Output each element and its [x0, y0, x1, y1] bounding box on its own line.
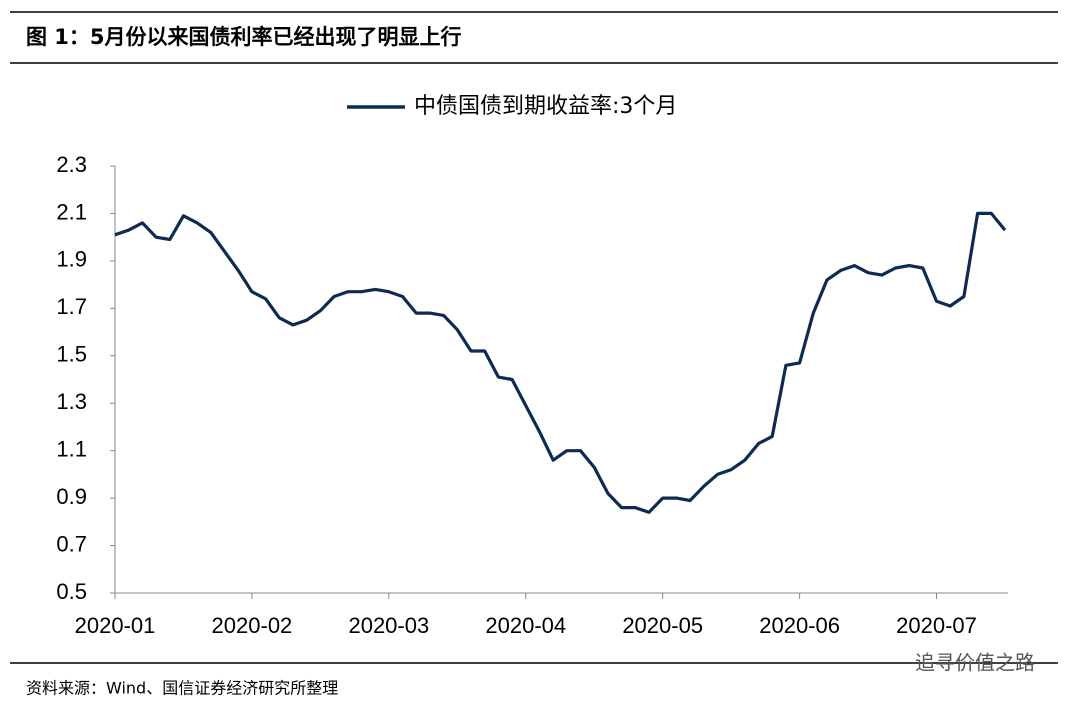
y-tick-label: 1.3	[56, 389, 87, 414]
y-tick-label: 0.9	[56, 484, 87, 509]
y-tick-label: 1.7	[56, 294, 87, 319]
x-tick-label: 2020-06	[759, 613, 840, 638]
series-line	[114, 211, 1007, 514]
y-tick-label: 1.9	[56, 247, 87, 272]
x-tick-label: 2020-05	[622, 613, 703, 638]
y-tick-label: 2.1	[56, 199, 87, 224]
y-tick-label: 0.5	[56, 579, 87, 604]
x-tick-label: 2020-02	[212, 613, 293, 638]
y-tick-label: 2.3	[56, 152, 87, 177]
watermark: 追寻价值之路	[915, 651, 1035, 675]
y-tick-label: 1.5	[56, 342, 87, 367]
x-tick-label: 2020-03	[348, 613, 429, 638]
x-tick-label: 2020-01	[75, 613, 156, 638]
x-tick-label: 2020-07	[896, 613, 977, 638]
x-tick-label: 2020-04	[485, 613, 566, 638]
legend-label: 中债国债到期收益率:3个月	[414, 94, 677, 119]
source-note: 资料来源：Wind、国信证券经济研究所整理	[26, 679, 338, 698]
chart-title: 图 1：5月份以来国债利率已经出现了明显上行	[26, 25, 462, 49]
y-tick-label: 1.1	[56, 436, 87, 461]
y-tick-label: 0.7	[56, 531, 87, 556]
